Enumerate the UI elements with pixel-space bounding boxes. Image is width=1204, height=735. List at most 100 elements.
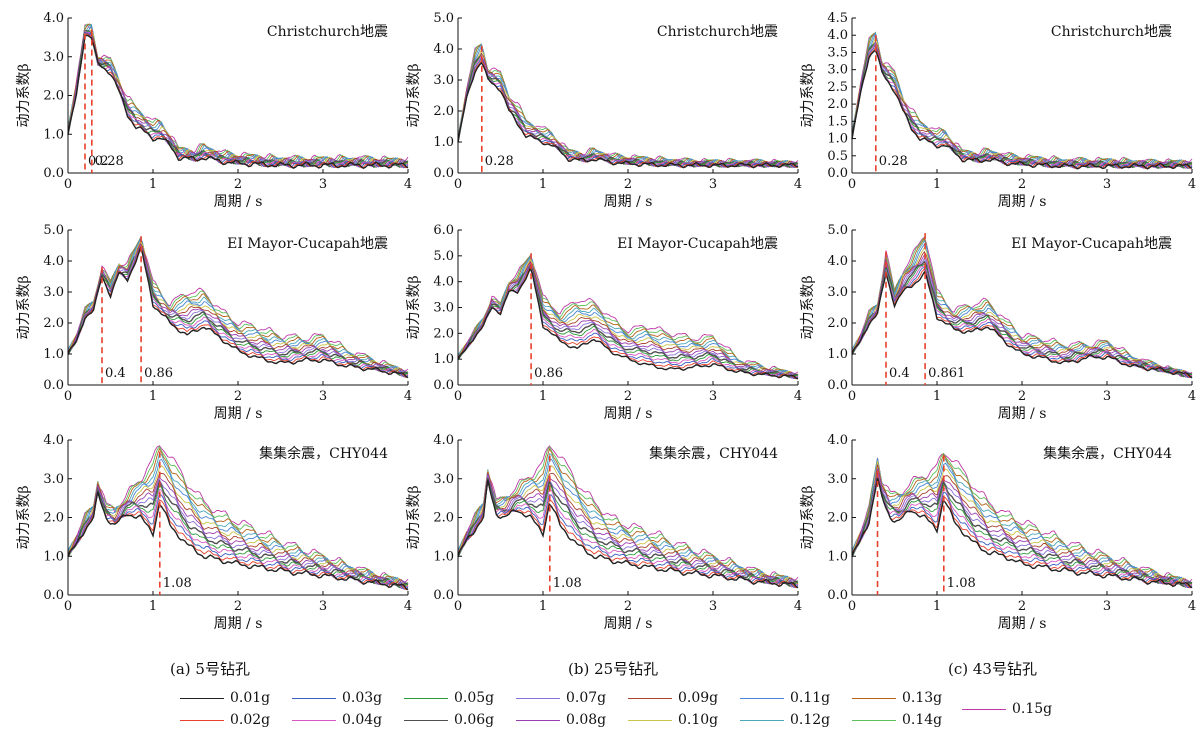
legend-label: 0.04g	[342, 712, 383, 728]
y-tick-label: 2.0	[433, 511, 454, 526]
series-line-6	[67, 29, 409, 168]
series-line-15	[67, 24, 409, 167]
x-tick-label: 4	[404, 389, 412, 404]
y-tick-label: 1.0	[433, 549, 454, 564]
series-line-14	[851, 236, 1193, 378]
series-line-6	[457, 264, 799, 379]
series-line-3	[457, 56, 799, 168]
peak-label: 1.08	[553, 576, 582, 591]
x-tick-label: 3	[1103, 389, 1111, 404]
y-tick-label: 1.0	[43, 549, 64, 564]
legend-item: 0.02g	[180, 710, 270, 730]
x-tick-label: 4	[794, 389, 802, 404]
legend-item: 0.06g	[404, 710, 494, 730]
y-tick-label: 0.0	[43, 378, 64, 393]
y-tick-label: 1.0	[433, 352, 454, 367]
x-tick-label: 2	[624, 599, 632, 614]
x-tick-label: 3	[1103, 599, 1111, 614]
y-axis-label: 动力系数β	[800, 275, 816, 339]
x-axis-label: 周期 / s	[604, 194, 653, 210]
legend-label: 0.06g	[454, 712, 495, 728]
y-tick-label: 4.0	[827, 28, 848, 43]
x-tick-label: 1	[933, 599, 941, 614]
y-tick-label: 0.0	[433, 588, 454, 603]
legend-label: 0.07g	[566, 690, 607, 706]
chart-panel-4: 0.0 1.0 2.0 3.0 4.0 5.0 0 1 2 3 4 0.4 0.86 EI Mayor-C…	[16, 223, 412, 422]
y-tick-label: 5.0	[827, 223, 848, 238]
series-line-14	[67, 23, 409, 166]
x-tick-label: 0	[64, 389, 72, 404]
series-line-1	[67, 246, 409, 379]
x-tick-label: 2	[1018, 389, 1026, 404]
y-tick-label: 3.0	[827, 63, 848, 78]
x-tick-label: 1	[539, 389, 547, 404]
peak-label: 0.2	[88, 154, 109, 169]
peak-label: 0.86	[534, 366, 563, 381]
chart-panel-2: 0.0 1.0 2.0 3.0 4.0 5.0 0 1 2 3 4 0.28 Christchurch地…	[406, 11, 802, 210]
chart-panel-7: 0.0 1.0 2.0 3.0 4.0 0 1 2 3 4 1.08 集集余震，CHY044 周期 / …	[16, 433, 412, 632]
x-tick-label: 2	[624, 177, 632, 192]
legend-item: 0.08g	[516, 710, 606, 730]
peak-label: 0.861	[928, 366, 965, 381]
series-line-9	[457, 471, 799, 584]
series-line-3	[851, 44, 1193, 169]
y-tick-label: 4.0	[43, 433, 64, 448]
peak-label: 1.08	[947, 576, 976, 591]
y-axis-label: 动力系数β	[16, 275, 32, 339]
x-tick-label: 1	[149, 599, 157, 614]
series-line-12	[457, 453, 799, 586]
x-axis-label: 周期 / s	[604, 406, 653, 422]
series-line-12	[67, 237, 409, 377]
legend-swatch	[404, 697, 448, 699]
x-tick-label: 1	[933, 177, 941, 192]
x-tick-label: 3	[1103, 177, 1111, 192]
y-tick-label: 0.0	[827, 588, 848, 603]
legend-label: 0.11g	[790, 690, 831, 706]
x-tick-label: 0	[848, 177, 856, 192]
legend-swatch	[628, 719, 672, 721]
y-tick-label: 3.0	[827, 472, 848, 487]
y-tick-label: 4.0	[433, 275, 454, 290]
panel-title: EI Mayor-Cucapah地震	[227, 236, 388, 252]
x-axis-label: 周期 / s	[998, 406, 1047, 422]
series-line-12	[457, 43, 799, 168]
series-line-7	[851, 257, 1193, 376]
caption-c: (c) 43号钻孔	[948, 660, 1037, 678]
y-tick-label: 5.0	[43, 223, 64, 238]
y-axis-label: 动力系数β	[800, 485, 816, 549]
y-tick-label: 4.0	[43, 254, 64, 269]
caption-b: (b) 25号钻孔	[568, 660, 659, 678]
x-tick-label: 0	[64, 599, 72, 614]
y-tick-label: 0.5	[827, 149, 848, 164]
legend: 0.01g 0.02g 0.03g 0.04g 0.05g 0.06g 0.07g 0.08g…	[180, 688, 1080, 734]
series-line-5	[457, 54, 799, 169]
y-tick-label: 1.0	[43, 127, 64, 142]
x-tick-label: 1	[933, 389, 941, 404]
series-line-15	[851, 452, 1193, 586]
legend-label: 0.08g	[566, 712, 607, 728]
series-line-13	[851, 237, 1192, 378]
series-line-3	[67, 31, 409, 169]
series-line-1	[851, 478, 1193, 589]
series-line-11	[457, 458, 799, 586]
y-tick-label: 1.0	[827, 549, 848, 564]
legend-swatch	[180, 697, 224, 699]
legend-label: 0.15g	[1012, 701, 1053, 717]
x-tick-label: 4	[404, 599, 412, 614]
series-line-12	[851, 31, 1193, 168]
x-tick-label: 3	[709, 177, 717, 192]
series-line-4	[851, 42, 1193, 169]
y-tick-label: 0.0	[433, 166, 454, 181]
series-line-11	[67, 238, 409, 377]
y-tick-label: 2.0	[43, 89, 64, 104]
series-line-1	[457, 479, 799, 589]
y-tick-label: 1.5	[827, 114, 848, 129]
series-line-1	[851, 270, 1193, 379]
series-line-12	[851, 239, 1193, 379]
x-tick-label: 1	[149, 389, 157, 404]
series-line-2	[851, 47, 1193, 170]
series-line-7	[67, 245, 409, 375]
legend-label: 0.14g	[902, 712, 943, 728]
series-line-14	[67, 445, 409, 587]
